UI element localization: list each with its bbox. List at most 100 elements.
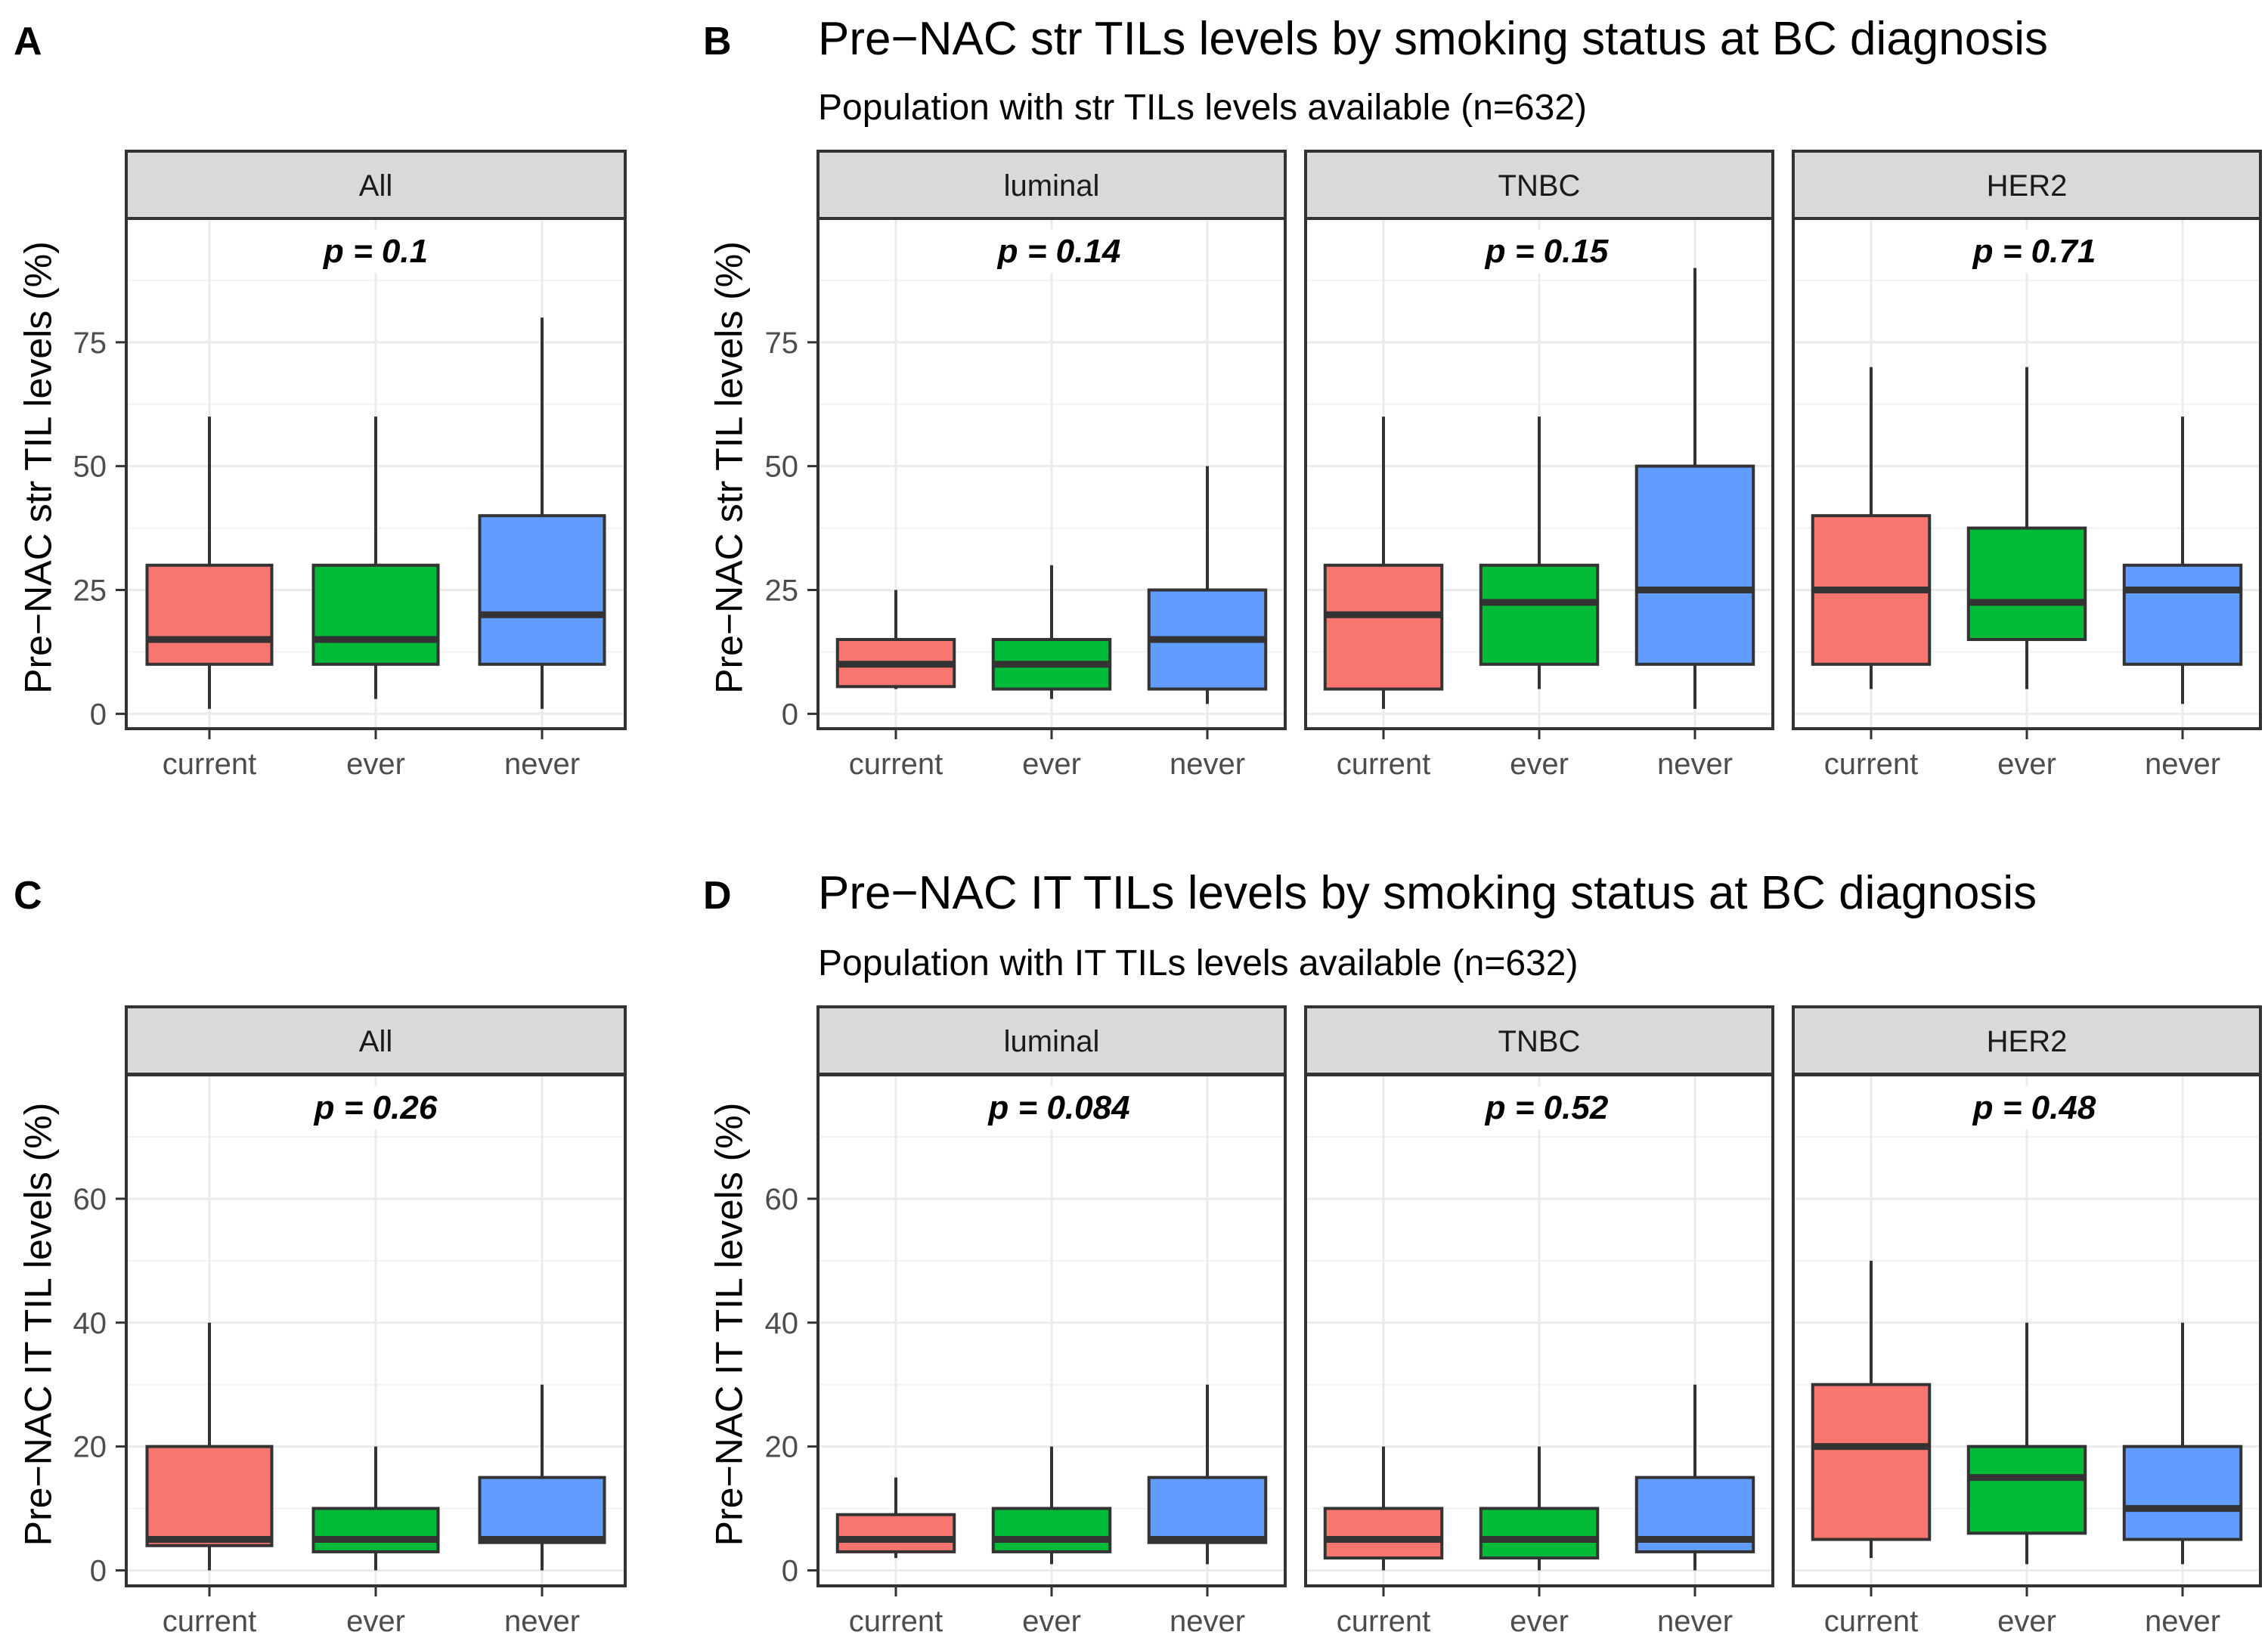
p-value-label: p = 0.48 (1972, 1089, 2096, 1126)
x-tick-label: ever (346, 1605, 405, 1635)
y-axis-label: Pre−NAC IT TIL levels (%) (708, 1103, 751, 1547)
box-never (478, 1384, 606, 1571)
panel-d: D Pre−NAC IT TILs levels by smoking statu… (703, 867, 2262, 1635)
x-tick-label: never (1170, 1605, 1245, 1635)
y-tick-label: 0 (782, 1555, 798, 1588)
p-value-background (986, 230, 1132, 273)
y-axis-label: Pre−NAC str TIL levels (%) (17, 241, 60, 694)
x-tick-label: ever (1022, 748, 1081, 781)
facet-strip-label: TNBC (1498, 169, 1581, 203)
x-tick-label: never (504, 1605, 580, 1635)
facet-luminal: current ever never p = 0.084 luminal (816, 1005, 1287, 1635)
p-value-background (1473, 1086, 1619, 1129)
x-tick-label: ever (1022, 1605, 1081, 1635)
box-body (478, 514, 606, 666)
y-tick-label: 20 (73, 1431, 107, 1464)
box-ever (1966, 1322, 2087, 1565)
facet-luminal: current ever never p = 0.14 luminal (816, 150, 1287, 781)
facet-tnbc: current ever never p = 0.52 TNBC (1304, 1005, 1774, 1635)
box-body (1966, 1445, 2087, 1535)
chart-subtitle: Population with IT TILs levels available… (818, 943, 1578, 983)
facet-strip (1304, 150, 1774, 220)
box-current (835, 590, 956, 689)
box-body (311, 1506, 440, 1553)
x-tick-label: current (849, 1605, 943, 1635)
box-ever (311, 416, 440, 699)
box-body (1634, 464, 1755, 666)
facet-strip-label: HER2 (1987, 1025, 2068, 1058)
y-axis-label: Pre−NAC str TIL levels (%) (708, 241, 751, 694)
y-tick-label: 0 (90, 1555, 107, 1588)
facet-strip-label: All (359, 169, 392, 203)
y-tick-label: 75 (73, 327, 107, 360)
p-value-background (977, 1086, 1141, 1129)
facet-strip (816, 150, 1287, 220)
y-tick-label: 0 (782, 698, 798, 731)
panel-tag: C (14, 874, 42, 918)
box-body (991, 1506, 1112, 1553)
facet-strip (1792, 1005, 2262, 1076)
facet-her2: current ever never p = 0.71 HER2 (1792, 150, 2262, 781)
x-tick-label: never (1657, 748, 1733, 781)
y-tick-label: 0 (90, 698, 107, 731)
box-current (1811, 1260, 1932, 1559)
y-tick-label: 60 (73, 1183, 107, 1216)
box-ever (991, 565, 1112, 699)
panel-tag: A (14, 20, 42, 63)
facet-strip (1792, 150, 2262, 220)
y-tick-label: 60 (765, 1183, 799, 1216)
box-current (1323, 1446, 1444, 1571)
panel-a: A Pre−NAC str TIL levels (%) 0 25 50 75 curren… (14, 20, 627, 781)
x-tick-label: ever (1997, 1605, 2056, 1635)
y-tick-label: 50 (73, 451, 107, 484)
box-ever (1479, 416, 1600, 689)
x-tick-label: never (2145, 1605, 2220, 1635)
facet-strip-label: luminal (1004, 169, 1100, 203)
panel-tag: B (703, 20, 732, 63)
x-tick-label: never (1170, 748, 1245, 781)
facet-tnbc: current ever never p = 0.15 TNBC (1304, 150, 1774, 781)
box-body (311, 563, 440, 666)
box-never (1147, 466, 1268, 704)
p-value-label: p = 0.14 (997, 233, 1121, 270)
chart-title: Pre−NAC IT TILs levels by smoking status… (818, 867, 2037, 919)
p-value-label: p = 0.26 (314, 1089, 438, 1126)
y-tick-label: 40 (765, 1307, 799, 1340)
x-tick-label: current (1337, 748, 1431, 781)
facet-strip-label: All (359, 1025, 392, 1058)
box-current (145, 416, 274, 709)
p-value-background (311, 230, 439, 273)
box-body (145, 563, 274, 666)
x-tick-label: ever (1510, 1605, 1569, 1635)
y-tick-label: 40 (73, 1307, 107, 1340)
x-tick-label: ever (346, 748, 405, 781)
box-current (835, 1477, 956, 1559)
y-tick-label: 20 (765, 1431, 799, 1464)
facet-strip-label: luminal (1004, 1025, 1100, 1058)
box-body (2122, 1445, 2243, 1541)
box-current (1811, 367, 1932, 689)
box-body (478, 1476, 606, 1544)
chart-title: Pre−NAC str TILs levels by smoking statu… (818, 13, 2048, 65)
p-value-label: p = 0.15 (1485, 233, 1609, 270)
facet-strip (1304, 1005, 1774, 1076)
x-tick-label: never (1657, 1605, 1733, 1635)
box-body (1147, 1476, 1268, 1544)
box-body (2122, 563, 2243, 666)
x-tick-label: current (1824, 1605, 1919, 1635)
p-value-background (1473, 230, 1619, 273)
box-ever (1479, 1446, 1600, 1571)
panel-tag: D (703, 874, 732, 918)
p-value-background (302, 1086, 448, 1129)
facet-strip-label: TNBC (1498, 1025, 1581, 1058)
chart-subtitle: Population with str TILs levels availabl… (818, 88, 1587, 128)
facet-strip (816, 1005, 1287, 1076)
p-value-background (1961, 230, 2107, 273)
facet-strip (125, 150, 627, 220)
y-tick-label: 75 (765, 327, 799, 360)
facet-all: current ever never p = 0.1 All (125, 150, 627, 781)
box-body (1323, 1506, 1444, 1560)
x-tick-label: never (504, 748, 580, 781)
x-tick-label: never (2145, 748, 2220, 781)
box-body (1323, 563, 1444, 691)
